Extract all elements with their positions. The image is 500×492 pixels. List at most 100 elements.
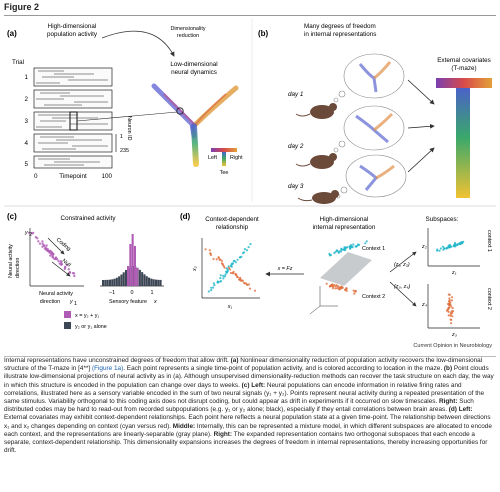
trial-num-2: 2 (24, 96, 28, 103)
journal-credit: Current Opinion in Neurobiology (413, 343, 492, 349)
legend-purple: x = y₂ + y₁ (75, 313, 99, 319)
context1-point (210, 286, 213, 289)
context2-point (231, 272, 234, 275)
panel-d: (d) Context-dependent relationship x₁ x₂… (180, 212, 492, 338)
scatter-point (41, 242, 44, 245)
trial-num-5: 5 (24, 161, 28, 168)
d-left-title-1: Context-dependent (205, 216, 259, 223)
context2-point (223, 266, 226, 269)
d-mid-title-1: High-dimensional (320, 216, 369, 223)
context1-cloud-point (357, 243, 360, 246)
arrow-subspace1 (389, 251, 417, 273)
subspace2-point (451, 315, 454, 318)
legend-swatch-dark (64, 322, 71, 329)
panel-b: (b) Many degrees of freedom in internal … (258, 23, 492, 204)
subspace1-point (450, 245, 453, 248)
raster-trial-1 (33, 67, 113, 87)
context1-cloud-point (348, 245, 351, 248)
context1-point (216, 281, 219, 284)
context1-cloud-point (337, 250, 340, 253)
context2-cloud-point (328, 285, 331, 288)
context1-point (213, 284, 216, 287)
tee-legend (211, 148, 237, 166)
hist-bar-dark (106, 279, 109, 286)
caption-part-12: (d) Left: (448, 406, 473, 414)
hist-x-var: x (153, 299, 157, 305)
thought-cloud-day2 (333, 105, 405, 153)
internal-representation-clouds (325, 240, 368, 295)
scatter-point (45, 244, 48, 247)
dim-reduction-label-1: Dimensionality (170, 26, 205, 32)
context2-point (247, 283, 250, 286)
hist-bar-purple (127, 266, 130, 286)
hist-bar-purple (136, 268, 139, 286)
hist-x-label: Sensory feature (109, 299, 147, 305)
scatter-point (58, 262, 61, 265)
panel-a-title-2: population activity (47, 31, 98, 38)
panel-a-title-1: High-dimensional (48, 23, 97, 30)
context1-point (243, 248, 246, 251)
panel-c-letter: (c) (7, 212, 17, 221)
context2-point (209, 252, 212, 255)
subspace1-point (460, 241, 463, 244)
subspace1-point (438, 249, 441, 252)
dim-reduction-arrow (101, 30, 175, 57)
panel-b-title-1: Many degrees of freedom (304, 23, 376, 30)
scatter-point (65, 263, 68, 267)
context1-point (219, 274, 222, 277)
context2-point (209, 253, 212, 257)
d-left-title-2: relationship (216, 224, 249, 231)
hist-bar-dark (113, 278, 116, 286)
context1-cloud-point (343, 248, 346, 252)
caption-part-6: (b) (443, 365, 453, 373)
covariates-label-2: (T-maze) (451, 65, 476, 72)
scatter-point (50, 252, 53, 255)
context2-cloud-point (338, 288, 341, 291)
scatter-point (54, 257, 57, 260)
context1-label: Context 1 (362, 246, 385, 252)
d-left-x-label: x₁ (227, 304, 233, 310)
panel-b-letter: (b) (258, 29, 269, 38)
context1-point (212, 282, 215, 285)
caption-part-13: External covariates may exhibit context-… (4, 414, 491, 430)
context1-point (238, 256, 241, 259)
panel-d-letter: (d) (180, 212, 191, 221)
tee-label: Tee (220, 170, 229, 176)
caption-figure-link[interactable]: (Figure 1a) (91, 365, 124, 373)
context1-point (210, 289, 213, 292)
figure-panel-area: (a) High-dimensional population activity… (4, 15, 496, 357)
covariates-label-1: External covariates (437, 57, 491, 64)
context1-point (212, 286, 215, 289)
lowdim-title-1: Low-dimensional (170, 61, 217, 68)
hist-bar-dark (152, 279, 155, 286)
subspaces-title: Subspaces: (426, 216, 459, 223)
context1-point (207, 290, 210, 293)
context1-point (219, 277, 222, 280)
context1-point (223, 275, 226, 278)
scatter-y-label-2: direction (15, 258, 21, 278)
pair1-label: (z₁, z₂) (394, 262, 410, 268)
caption-part-10: Right: (439, 398, 458, 406)
context1-point (245, 249, 249, 252)
z3-label: z₃ (451, 332, 457, 338)
context2-cloud-point (354, 290, 357, 293)
hist-bar-dark (148, 277, 151, 286)
context1-cloud-point (350, 245, 353, 248)
caption-part-2: (a) (230, 357, 239, 364)
context1-point (231, 262, 234, 265)
hist-bar-dark (159, 279, 162, 286)
hist-bar-dark (115, 277, 118, 286)
thought-cloud-day3 (335, 154, 407, 199)
scatter-point (32, 231, 35, 235)
scatter-point (45, 248, 48, 251)
hist-bar-dark (111, 279, 114, 286)
hist-bar-dark (125, 270, 128, 286)
context2-point (215, 258, 218, 261)
context2-point (220, 259, 223, 262)
context2-cloud-point (344, 288, 347, 291)
z1-label: z₁ (451, 270, 457, 276)
neuron-tick-235: 235 (120, 148, 129, 154)
context1-cloud-point (335, 249, 338, 252)
context2-point (246, 283, 249, 286)
panel-c-title: Constrained activity (61, 215, 117, 222)
